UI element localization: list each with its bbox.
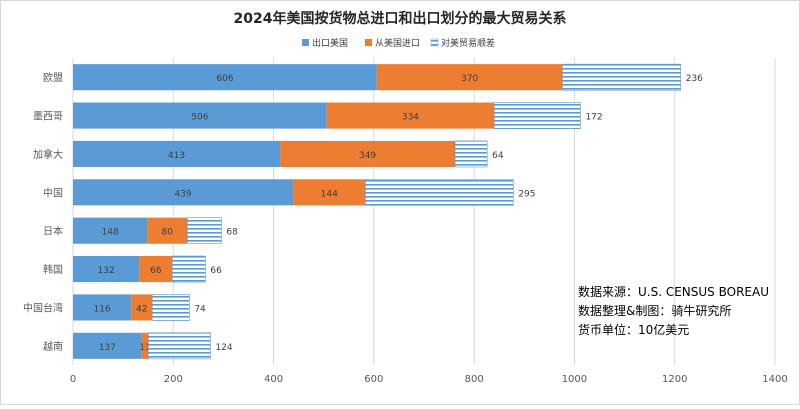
x-tick-label: 600 — [364, 374, 383, 385]
data-label: 148 — [102, 228, 119, 238]
bar-segment — [151, 294, 190, 321]
bar-segment — [147, 217, 188, 244]
bar-segment — [141, 332, 149, 359]
bar-segment — [73, 179, 294, 206]
bar-segment — [493, 102, 581, 129]
source-note: 数据来源：U.S. CENSUS BOREAU — [578, 284, 769, 299]
data-label: 68 — [226, 228, 238, 238]
data-label: 66 — [150, 266, 162, 276]
data-label: 144 — [321, 189, 338, 199]
bars: 606 370 236 506 334 172 413 349 64 439 144 295 148 80… — [73, 63, 703, 360]
bar-segment — [171, 255, 206, 283]
data-label: 80 — [162, 228, 174, 238]
bar-segment — [562, 63, 682, 91]
legend-label: 对美贸易顺差 — [441, 37, 495, 49]
bar-segment — [73, 217, 148, 244]
data-label: 137 — [99, 343, 116, 353]
bar-segment — [73, 256, 140, 283]
data-label: 66 — [210, 266, 222, 276]
legend-label: 出口美国 — [312, 37, 348, 49]
bar-segment — [280, 140, 456, 167]
data-label: 42 — [136, 304, 147, 314]
x-axis-ticks: 0 200 400 600 800 1000 1200 1400 — [70, 374, 788, 385]
category-label: 越南 — [43, 340, 63, 353]
bar-segment — [73, 140, 281, 167]
data-label: 236 — [686, 74, 703, 84]
bar-segment — [454, 140, 488, 168]
unit-note: 货币单位：10亿美元 — [578, 322, 689, 337]
bar-segment — [73, 332, 142, 359]
data-label: 64 — [492, 151, 504, 161]
data-label: 349 — [359, 151, 376, 161]
x-tick-label: 1200 — [662, 374, 687, 385]
x-tick-label: 800 — [465, 374, 484, 385]
bar-segment — [131, 294, 153, 321]
category-label: 日本 — [43, 225, 63, 238]
data-label: 116 — [93, 304, 110, 314]
bar-segment — [293, 179, 366, 206]
bar-segment — [73, 102, 327, 129]
legend-swatch — [430, 38, 439, 47]
category-label: 加拿大 — [33, 148, 63, 161]
annotation-block: 数据来源：U.S. CENSUS BOREAU 数据整理&制图：骑牛研究所 货币… — [578, 284, 769, 337]
data-label: 413 — [168, 151, 185, 161]
bar-segment — [365, 178, 514, 206]
data-label: 370 — [461, 74, 478, 84]
legend: 出口美国 从美国进口 对美贸易顺差 — [302, 37, 495, 49]
data-label: 74 — [194, 304, 206, 314]
legend-label: 从美国进口 — [375, 37, 420, 49]
legend-swatch — [302, 39, 309, 46]
bar-segment — [376, 64, 563, 91]
x-tick-label: 200 — [164, 374, 183, 385]
x-tick-label: 400 — [264, 374, 283, 385]
data-label: 124 — [215, 343, 232, 353]
data-label: 172 — [585, 113, 602, 123]
data-label: 132 — [98, 266, 115, 276]
x-tick-label: 0 — [70, 374, 76, 385]
bar-segment — [326, 102, 495, 129]
bar-segment — [147, 332, 211, 360]
category-label: 中国 — [43, 186, 63, 199]
chart-title: 2024年美国按货物总进口和出口划分的最大贸易关系 — [234, 10, 567, 27]
bar-segment — [187, 217, 222, 245]
data-label: 606 — [216, 74, 233, 84]
category-label: 中国台湾 — [23, 301, 63, 314]
data-label: 506 — [191, 113, 208, 123]
data-label: 295 — [518, 189, 535, 199]
bar-segment — [73, 294, 132, 321]
legend-swatch — [365, 39, 372, 46]
maker-note: 数据整理&制图：骑牛研究所 — [578, 303, 731, 318]
data-label: 439 — [174, 189, 191, 199]
category-label: 墨西哥 — [33, 111, 63, 123]
bar-segment — [73, 64, 377, 91]
bar-segment — [139, 256, 173, 283]
x-tick-label: 1000 — [562, 374, 587, 385]
x-tick-label: 1400 — [762, 374, 787, 385]
data-label: 334 — [402, 113, 419, 123]
category-label: 韩国 — [43, 263, 63, 276]
category-label: 欧盟 — [43, 72, 63, 84]
data-label: 13 — [139, 343, 150, 353]
